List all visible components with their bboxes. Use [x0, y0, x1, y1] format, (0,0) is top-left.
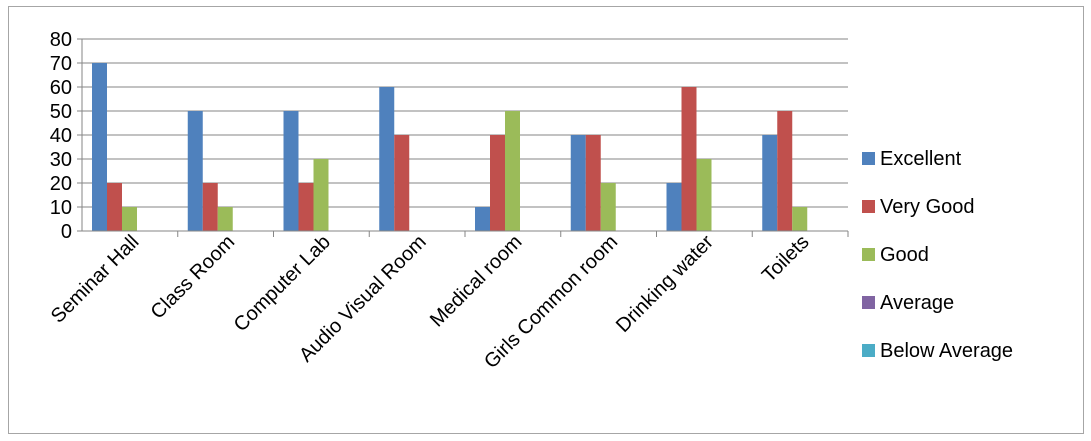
legend-swatch [862, 344, 875, 357]
x-category-label: Drinking water [612, 231, 718, 337]
legend-swatch [862, 200, 875, 213]
bar-very-good [298, 183, 314, 231]
bar-good [600, 183, 616, 231]
bar-very-good [681, 87, 697, 231]
y-tick-label: 50 [50, 101, 72, 123]
bar-excellent [92, 63, 107, 231]
bar-good [122, 207, 137, 231]
y-tick-label: 20 [50, 173, 72, 195]
bar-excellent [283, 111, 299, 231]
bar-good [313, 159, 329, 231]
bar-excellent [187, 111, 203, 231]
legend-swatch [862, 152, 875, 165]
bar-good [217, 207, 233, 231]
y-tick-label: 60 [50, 77, 72, 99]
bar-excellent [475, 207, 490, 231]
y-tick-label: 30 [50, 149, 72, 171]
legend-label: Average [880, 292, 954, 314]
legend: Excellent Very Good Good Average Below Avera… [862, 148, 1013, 362]
bar-very-good [107, 183, 122, 231]
y-tick-label: 70 [50, 53, 72, 75]
bar-very-good [202, 183, 218, 231]
legend-label: Below Average [880, 340, 1013, 362]
chart-frame [8, 6, 1084, 434]
x-category-label: Toilets [758, 231, 814, 287]
legend-label: Good [880, 244, 929, 266]
bar-excellent [379, 87, 395, 231]
bars [92, 63, 808, 231]
x-category-label: Seminar Hall [47, 231, 144, 328]
legend-label: Excellent [880, 148, 962, 170]
y-tick-label: 0 [61, 221, 72, 243]
bar-good [792, 207, 808, 231]
x-category-label: Computer Lab [230, 231, 335, 336]
bar-excellent [762, 135, 778, 231]
legend-label: Very Good [880, 196, 975, 218]
x-category-label: Class Room [147, 231, 240, 324]
bar-excellent [666, 183, 682, 231]
bar-very-good [585, 135, 601, 231]
bar-good [696, 159, 712, 231]
y-tick-label: 40 [50, 125, 72, 147]
bar-good [505, 111, 520, 231]
x-category-label: Medical room [426, 231, 526, 331]
legend-swatch [862, 296, 875, 309]
bar-very-good [490, 135, 505, 231]
bar-very-good [394, 135, 410, 231]
legend-swatch [862, 248, 875, 261]
bar-excellent [570, 135, 586, 231]
y-tick-label: 10 [50, 197, 72, 219]
bar-very-good [777, 111, 793, 231]
y-tick-label: 80 [50, 29, 72, 51]
